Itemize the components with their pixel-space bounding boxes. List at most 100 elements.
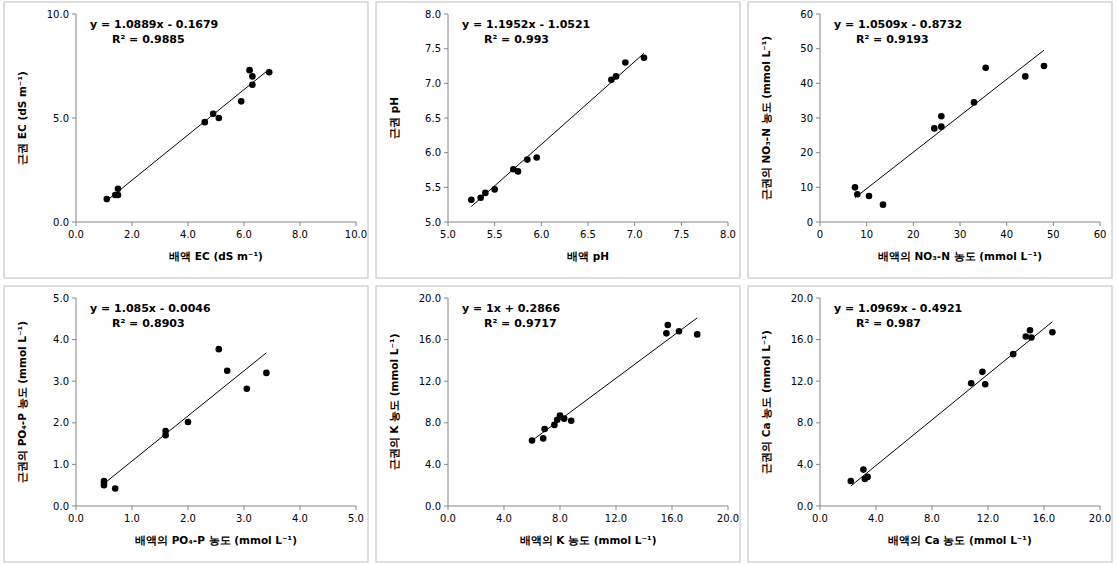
point [1028,334,1035,341]
y-tick [816,422,820,423]
point [515,168,522,175]
x-tick [504,506,505,510]
point [541,426,548,433]
point [866,193,873,200]
point [848,478,855,485]
y-tick [444,464,448,465]
y-tick-label: 60 [800,9,813,20]
x-tick [960,222,961,226]
x-tick [932,506,933,510]
point [968,380,975,387]
point [246,67,253,74]
y-tick [816,83,820,84]
y-tick-label: 10.0 [47,9,69,20]
point [1041,63,1048,70]
point [202,119,209,126]
y-tick-label: 8.0 [425,417,441,428]
x-axis [76,506,356,507]
y-tick-label: 0.0 [53,217,69,228]
y-tick-label: 5.0 [425,217,441,228]
point [979,369,986,376]
plot-marks [529,318,701,444]
point [263,370,270,377]
point [1022,73,1029,80]
x-tick [876,506,877,510]
y-tick [816,48,820,49]
trendline [851,322,1053,486]
point [468,197,475,204]
point [238,98,245,105]
point [971,99,978,106]
point [477,194,484,201]
y-tick [816,222,820,223]
point [529,437,536,444]
x-tick-label: 20.0 [717,513,739,524]
y-tick-label: 5.0 [53,293,69,304]
x-tick-label: 20.0 [1089,513,1111,524]
x-tick [1100,506,1101,510]
y-axis-title: 근권의 K 농도 (mmol L⁻¹) [388,334,400,471]
x-tick-label: 20 [907,229,920,240]
y-tick-label: 5.5 [425,182,441,193]
x-tick-label: 12.0 [977,513,999,524]
x-tick [681,222,682,226]
y-tick-label: 4.0 [53,334,69,345]
trendline [104,353,266,484]
y-tick-label: 6.5 [425,113,441,124]
trendline-equation: y = 1.1952x - 1.0521 [462,18,590,31]
x-tick [356,222,357,226]
x-tick [448,222,449,226]
point [864,474,871,481]
y-tick [444,48,448,49]
point [249,73,256,80]
x-tick-label: 1.0 [124,513,140,524]
y-tick [444,422,448,423]
x-tick [300,222,301,226]
point [1010,351,1017,358]
x-tick [244,506,245,510]
chart-panel: 0.02.04.06.08.010.00.05.010.0배액 EC (dS m… [4,2,368,278]
y-tick [72,506,76,507]
point [641,54,648,61]
x-tick-label: 2.0 [124,229,140,240]
x-tick [448,506,449,510]
x-tick-label: 5.0 [440,229,456,240]
y-tick [816,187,820,188]
x-tick [76,506,77,510]
x-tick-label: 4.0 [180,229,196,240]
point [982,64,989,71]
plot-marks [104,67,273,203]
y-tick [444,339,448,340]
x-tick-label: 6.0 [236,229,252,240]
y-tick [72,222,76,223]
point [880,201,887,208]
x-tick-label: 2.0 [180,513,196,524]
y-tick-label: 0.0 [797,501,813,512]
x-tick-label: 60 [1094,229,1107,240]
point [854,191,861,198]
x-tick [244,222,245,226]
panel-frame [4,2,368,278]
y-tick [72,14,76,15]
point [1027,327,1034,334]
x-tick [913,222,914,226]
y-tick [72,298,76,299]
y-tick [816,506,820,507]
x-axis [820,506,1100,507]
point [115,192,122,199]
y-tick [72,381,76,382]
y-axis-title: 근권 pH [388,97,400,139]
x-tick [588,222,589,226]
plot-marks [852,50,1048,208]
point [694,331,701,338]
x-tick-label: 30 [954,229,967,240]
x-tick [820,222,821,226]
point [860,466,867,473]
y-tick [444,506,448,507]
chart-panel: 0.01.02.03.04.05.00.01.02.03.04.05.0배액의 … [4,286,368,562]
y-tick-label: 0.0 [53,501,69,512]
y-tick-label: 5.0 [53,113,69,124]
point [210,111,217,118]
y-axis-title: 근권의 Ca 농도 (mmol L⁻¹) [760,330,772,474]
x-tick-label: 0.0 [812,513,828,524]
